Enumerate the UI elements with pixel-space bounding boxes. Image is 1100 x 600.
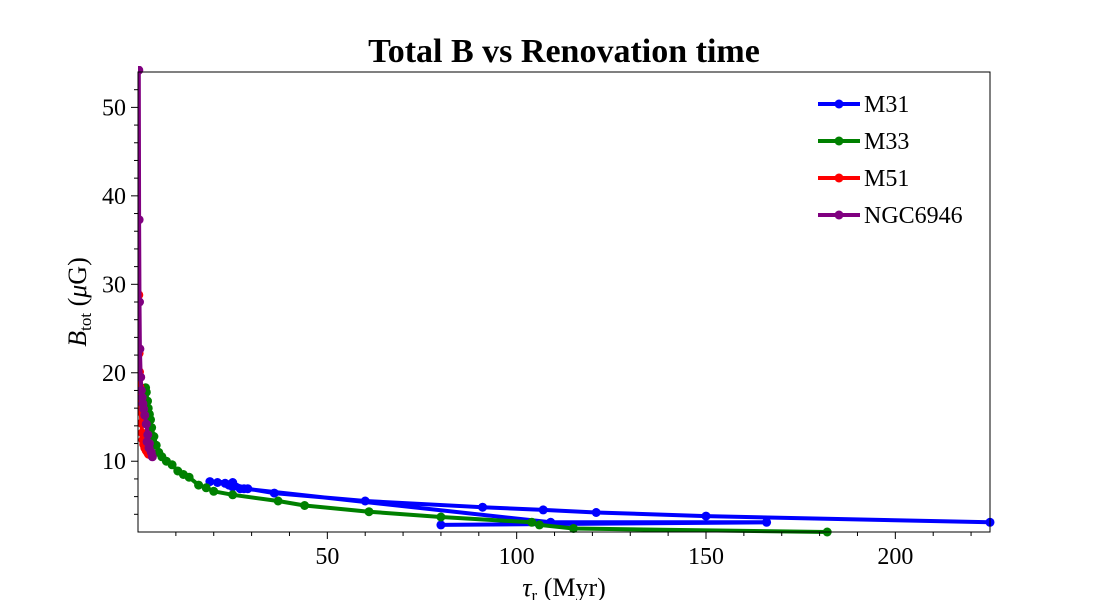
legend-marker-ngc6946 (834, 210, 844, 220)
data-point-m31 (762, 517, 772, 527)
x-axis-unit: (Myr) (537, 573, 606, 600)
data-point-m31 (360, 496, 370, 506)
legend-label-m33: M33 (864, 129, 909, 155)
data-point-m31 (220, 478, 230, 488)
series-line-m31 (207, 479, 991, 527)
y-axis-symbol: B (63, 331, 92, 347)
data-point-ngc6946 (143, 430, 153, 440)
data-point-ngc6946 (138, 344, 145, 354)
x-axis-subscript: r (532, 586, 538, 600)
legend-label-m31: M31 (864, 92, 909, 118)
x-axis-symbol: τ (522, 573, 533, 600)
y-tick-label: 30 (102, 272, 126, 298)
data-point-m33 (569, 524, 578, 533)
data-point-m31 (591, 508, 601, 517)
y-tick-label: 10 (102, 449, 126, 475)
data-point-ngc6946 (142, 437, 152, 447)
x-tick-label: 50 (315, 544, 339, 570)
data-point-m33 (184, 472, 194, 482)
x-tick-label: 200 (877, 544, 913, 570)
data-point-m31 (269, 488, 279, 498)
legend-label-m51: M51 (864, 166, 909, 192)
data-point-m33 (364, 507, 374, 517)
data-point-m33 (300, 501, 310, 510)
data-point-m31 (538, 505, 548, 515)
y-axis-subscript: tot (76, 313, 95, 331)
data-point-m33 (167, 460, 177, 470)
data-point-m33 (436, 512, 446, 522)
y-axis-unit-close: G) (63, 257, 92, 284)
data-point-m31 (478, 502, 488, 512)
data-point-m31 (701, 511, 711, 521)
series-m31 (205, 477, 995, 530)
data-point-ngc6946 (141, 419, 151, 429)
legend-marker-m31 (834, 99, 844, 109)
data-point-m33 (194, 480, 204, 490)
data-point-m31 (436, 520, 446, 530)
series-line-m33 (143, 387, 828, 534)
legend-marker-m51 (834, 173, 844, 183)
x-tick-label: 150 (688, 544, 724, 570)
data-point-m31 (213, 478, 222, 487)
legend-marker-m33 (834, 136, 844, 146)
legend-item-ngc6946: NGC6946 (818, 203, 963, 229)
x-axis-label: τr (Myr) (522, 573, 606, 600)
data-point-m33 (201, 483, 211, 493)
data-point-ngc6946 (138, 386, 146, 395)
data-point-m31 (239, 484, 249, 494)
plot-frame (137, 71, 991, 533)
data-point-m31 (228, 478, 238, 487)
legend-label-ngc6946: NGC6946 (864, 203, 963, 229)
y-tick-label: 20 (102, 361, 126, 387)
data-point-m33 (534, 520, 544, 530)
data-point-ngc6946 (138, 215, 144, 225)
data-point-ngc6946 (147, 452, 157, 462)
series-layer (138, 66, 995, 537)
legend: M31 M33 M51 NGC6946 (818, 92, 963, 229)
series-ngc6946 (138, 66, 157, 462)
data-point-ngc6946 (138, 297, 144, 307)
data-point-ngc6946 (138, 66, 144, 75)
data-point-m33 (273, 496, 283, 506)
x-tick-label: 100 (499, 544, 535, 570)
data-point-m33 (527, 517, 537, 527)
y-axis-unit-open: ( (63, 298, 92, 313)
chart-title: Total B vs Renovation time (368, 33, 760, 70)
data-point-m33 (151, 440, 161, 450)
ticks-layer: 50 100 150 200 10 20 30 40 50 (102, 89, 972, 570)
y-axis-unit-mu: μ (63, 285, 92, 299)
y-tick-label: 50 (102, 95, 126, 121)
series-m33 (141, 383, 832, 537)
y-tick-label: 40 (102, 184, 126, 210)
data-point-ngc6946 (138, 372, 146, 382)
legend-item-m51: M51 (818, 166, 909, 192)
data-point-ngc6946 (140, 410, 150, 420)
legend-item-m31: M31 (818, 92, 909, 118)
data-point-m33 (209, 486, 219, 496)
data-point-m33 (228, 490, 238, 500)
y-axis-label: Btot (μG) (63, 257, 95, 347)
legend-item-m33: M33 (818, 129, 909, 155)
